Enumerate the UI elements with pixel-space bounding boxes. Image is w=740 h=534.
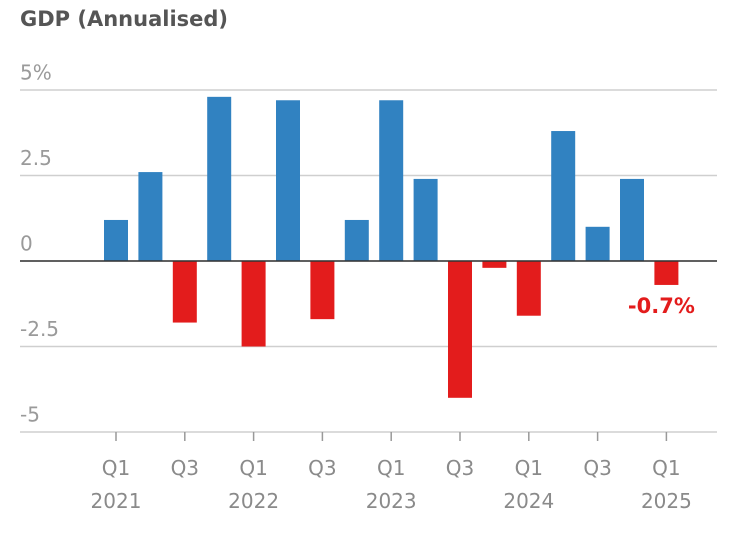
bar (516, 261, 541, 316)
bar (310, 261, 335, 320)
bar (138, 172, 163, 261)
bar (620, 178, 644, 261)
bar (482, 261, 507, 268)
y-tick-label: 5% (20, 61, 52, 85)
bar (413, 178, 438, 261)
bar (276, 100, 300, 261)
x-tick-label: Q1 2024 (503, 456, 555, 513)
x-tick-label: Q3 (308, 456, 337, 480)
x-tick-label: Q1 2022 (228, 456, 280, 513)
x-tick-label: Q1 2021 (90, 456, 142, 513)
bar (241, 261, 266, 347)
bar (344, 219, 369, 261)
bar (585, 226, 610, 261)
bar (448, 261, 472, 398)
value-label: -0.7% (628, 294, 695, 318)
chart-title: GDP (Annualised) (20, 7, 228, 31)
bar (207, 96, 232, 261)
bar (654, 261, 679, 285)
y-tick-label: -2.5 (20, 317, 59, 341)
y-tick-label: 0 (20, 232, 33, 256)
bar (551, 131, 576, 261)
x-tick-label: Q1 2025 (640, 456, 692, 513)
x-tick-label: Q1 2023 (365, 456, 417, 513)
x-tick-label: Q3 (445, 456, 475, 480)
bar (379, 100, 404, 261)
x-tick-label: Q3 (583, 456, 612, 480)
x-tick-label: Q3 (170, 456, 200, 480)
y-tick-label: 2.5 (20, 146, 52, 170)
y-tick-label: -5 (20, 403, 40, 427)
bar (172, 261, 197, 323)
bar (104, 219, 128, 261)
